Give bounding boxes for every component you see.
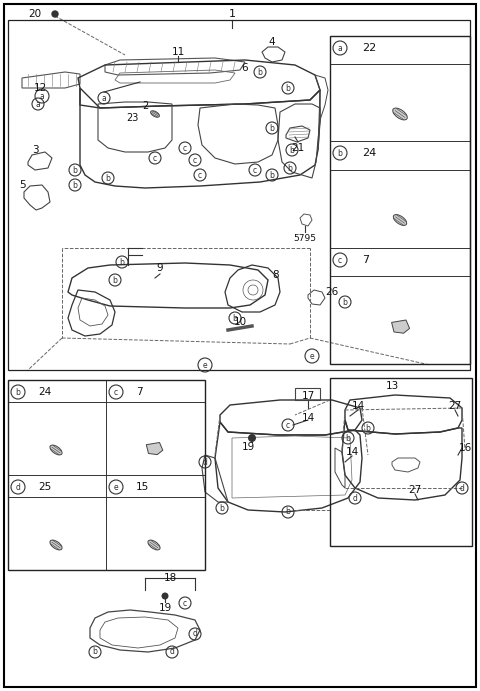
Text: d: d (459, 484, 465, 493)
Bar (295, 388, 320, 400)
Text: 3: 3 (32, 145, 38, 155)
Circle shape (161, 592, 168, 600)
Text: 10: 10 (233, 317, 247, 327)
Text: b: b (15, 388, 21, 397)
Bar (330, 378, 472, 546)
Text: b: b (233, 314, 238, 323)
Text: 27: 27 (408, 485, 421, 495)
Text: c: c (198, 171, 202, 180)
Text: 1: 1 (228, 9, 236, 19)
Text: 21: 21 (291, 143, 305, 153)
Text: b: b (258, 68, 263, 77)
Ellipse shape (151, 111, 159, 117)
Text: e: e (114, 482, 118, 491)
Polygon shape (392, 320, 409, 333)
Text: b: b (289, 146, 294, 155)
Text: b: b (366, 424, 371, 433)
Text: b: b (270, 171, 275, 180)
Text: e: e (203, 361, 207, 370)
Text: b: b (286, 507, 290, 516)
Text: a: a (40, 91, 44, 100)
Text: c: c (286, 421, 290, 430)
Text: 22: 22 (362, 43, 376, 53)
Text: 19: 19 (158, 603, 172, 613)
Text: 14: 14 (301, 413, 314, 423)
Text: 24: 24 (38, 387, 51, 397)
Text: b: b (93, 647, 97, 656)
Text: c: c (183, 144, 187, 153)
Text: 14: 14 (346, 447, 359, 457)
Text: b: b (288, 164, 292, 173)
Bar (330, 36, 470, 364)
Bar (8, 380, 205, 570)
Text: b: b (337, 149, 342, 158)
Text: 5795: 5795 (293, 234, 316, 243)
Text: b: b (286, 84, 290, 93)
Text: 24: 24 (362, 148, 376, 158)
Text: 26: 26 (325, 287, 338, 297)
Text: 17: 17 (301, 391, 314, 401)
Text: 7: 7 (136, 387, 143, 397)
Text: c: c (153, 153, 157, 162)
Text: 12: 12 (34, 83, 47, 93)
Text: 6: 6 (242, 63, 248, 73)
Text: 2: 2 (142, 101, 148, 111)
Text: 18: 18 (163, 573, 177, 583)
Text: b: b (120, 258, 124, 267)
Text: a: a (102, 93, 107, 102)
Circle shape (52, 11, 58, 17)
Text: 13: 13 (385, 381, 398, 391)
Ellipse shape (148, 540, 160, 550)
Text: d: d (15, 482, 21, 491)
Text: c: c (114, 388, 118, 397)
Text: c: c (183, 598, 187, 607)
Text: 23: 23 (126, 113, 138, 123)
Text: a: a (36, 100, 40, 108)
Text: c: c (338, 256, 342, 265)
Text: d: d (353, 493, 358, 502)
Text: b: b (270, 124, 275, 133)
Text: 9: 9 (156, 263, 163, 273)
Text: c: c (193, 155, 197, 164)
Text: d: d (192, 630, 197, 638)
Text: 11: 11 (171, 47, 185, 57)
Text: 25: 25 (38, 482, 51, 492)
Text: 5: 5 (19, 180, 25, 190)
Text: d: d (203, 457, 207, 466)
Text: e: e (310, 352, 314, 361)
Text: 16: 16 (458, 443, 472, 453)
Text: b: b (72, 166, 77, 175)
Text: a: a (337, 44, 342, 53)
Text: b: b (219, 504, 225, 513)
Text: d: d (169, 647, 174, 656)
Ellipse shape (50, 445, 62, 455)
Text: b: b (72, 180, 77, 189)
Text: 19: 19 (241, 442, 254, 452)
Text: b: b (343, 298, 348, 307)
Text: b: b (113, 276, 118, 285)
Text: c: c (253, 166, 257, 175)
Ellipse shape (393, 108, 408, 120)
Text: b: b (106, 173, 110, 182)
Ellipse shape (393, 215, 407, 225)
Text: 14: 14 (351, 401, 365, 411)
Circle shape (248, 434, 256, 442)
Text: 27: 27 (448, 401, 462, 411)
Text: 15: 15 (136, 482, 149, 492)
Text: b: b (346, 433, 350, 442)
Text: 8: 8 (273, 270, 279, 280)
Text: 20: 20 (28, 9, 42, 19)
Bar (8, 20, 470, 370)
Text: 4: 4 (269, 37, 276, 47)
Text: 7: 7 (362, 255, 369, 265)
Polygon shape (146, 442, 163, 455)
Ellipse shape (50, 540, 62, 550)
